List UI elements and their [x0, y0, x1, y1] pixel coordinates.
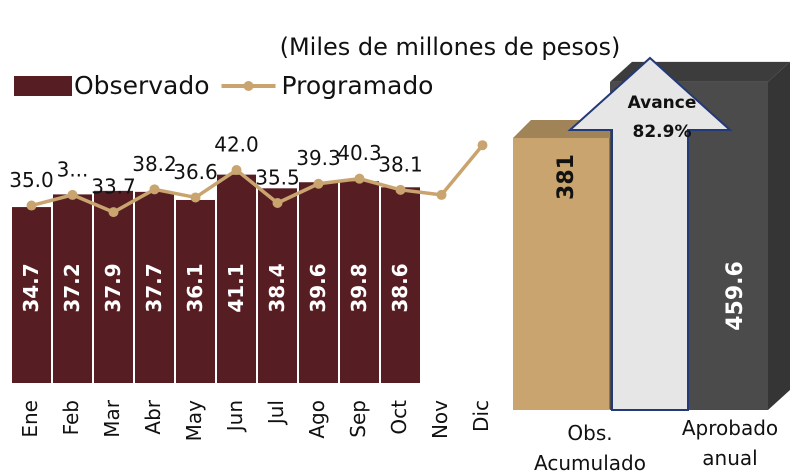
data-label: 39.8: [347, 263, 371, 312]
data-label: 34.7: [19, 263, 43, 312]
x-tick-label: Jun: [223, 400, 247, 433]
bar: [176, 199, 215, 383]
legend-swatch: [14, 76, 72, 96]
data-label: 42.0: [214, 133, 259, 157]
data-label: 35.0: [9, 168, 54, 192]
category-label: Obs. Acumulado: [534, 421, 646, 474]
bar: [12, 207, 51, 383]
data-label: 37.2: [60, 263, 84, 312]
x-tick-label: Nov: [428, 400, 452, 439]
x-tick-label: Abr: [141, 399, 165, 434]
x-tick-label: Dic: [469, 400, 493, 432]
line-point: [436, 189, 447, 200]
x-tick-label: Mar: [100, 399, 124, 438]
line-point: [149, 184, 160, 195]
line-point: [67, 189, 78, 200]
line-point: [354, 173, 365, 184]
data-label: 36.6: [173, 160, 218, 184]
data-label: 36.1: [183, 263, 207, 312]
line-point: [231, 165, 242, 176]
bar: [217, 174, 256, 383]
x-tick-label: Sep: [346, 400, 370, 438]
data-label: 33.7: [91, 175, 136, 199]
bar: [53, 194, 92, 383]
data-label: 38.6: [388, 263, 412, 312]
data-label: 38.1: [378, 152, 423, 176]
legend-swatch: [243, 81, 254, 91]
annotation: 82.9%: [633, 122, 692, 142]
data-label: 37.7: [142, 263, 166, 312]
x-tick-label: Oct: [387, 400, 411, 435]
chart-title: (Miles de millones de pesos): [280, 33, 621, 61]
bar: [340, 181, 379, 383]
x-tick-label: Jul: [264, 400, 288, 426]
x-tick-label: Ago: [305, 400, 329, 439]
category-label: Aprobado anual: [681, 416, 779, 470]
bar: [513, 137, 609, 410]
data-label: 39.6: [306, 263, 330, 312]
data-label: 3...: [57, 157, 89, 181]
data-label: 38.2: [132, 152, 177, 176]
line-point: [190, 192, 201, 203]
line-point: [313, 178, 324, 189]
bar-side: [768, 61, 790, 410]
data-label: 459.6: [723, 261, 748, 331]
bar: [299, 182, 338, 383]
annotation: Avance: [628, 93, 697, 113]
line-point: [477, 140, 488, 151]
data-label: 40.3: [337, 141, 382, 165]
data-label: 38.4: [265, 263, 289, 312]
data-label: 39.3: [296, 146, 341, 170]
line-point: [395, 184, 406, 195]
x-tick-label: Ene: [18, 400, 42, 438]
x-tick-label: Feb: [59, 400, 83, 435]
bar: [258, 188, 297, 383]
progress-arrow: [567, 56, 733, 411]
x-tick-label: May: [182, 400, 206, 442]
bar: [381, 187, 420, 383]
data-label: 381: [554, 154, 579, 200]
legend-label: Observado: [74, 71, 210, 100]
bar: [94, 190, 133, 383]
legend-label: Programado: [282, 71, 434, 100]
bar: [135, 191, 174, 383]
data-label: 37.9: [101, 263, 125, 312]
line-point: [108, 207, 119, 218]
line-point: [272, 198, 283, 209]
line: [31, 144, 484, 215]
line-point: [26, 200, 37, 211]
data-label: 35.5: [255, 166, 300, 190]
data-label: 41.1: [224, 263, 248, 312]
